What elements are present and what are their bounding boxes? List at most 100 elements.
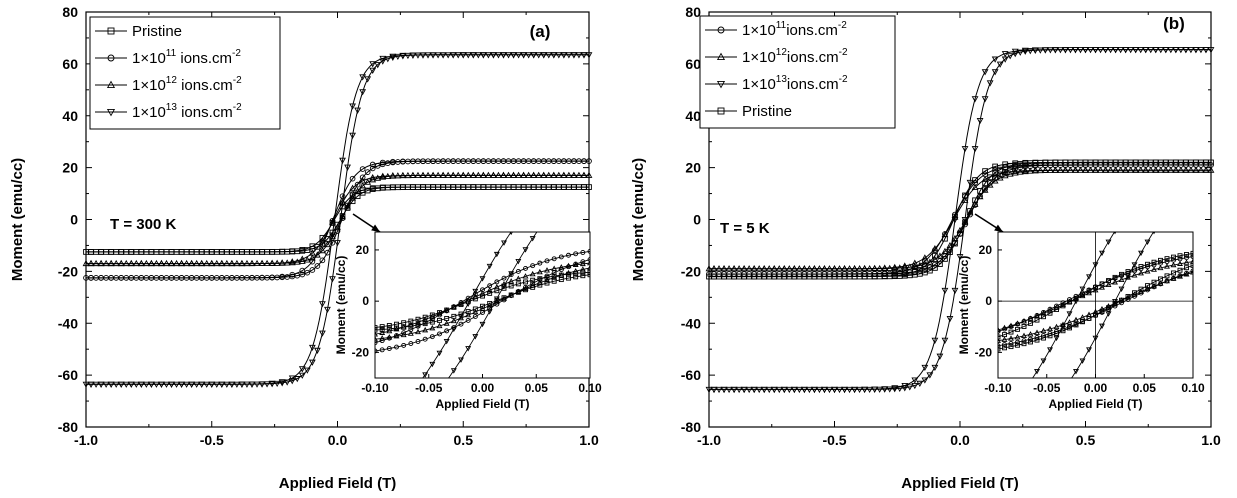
data-point: [273, 380, 281, 388]
data-point: [991, 56, 999, 63]
data-point: [987, 174, 993, 181]
data-point: [384, 172, 392, 180]
data-point: [394, 53, 402, 61]
inset-data-point: [1060, 328, 1066, 334]
data-point: [258, 259, 266, 266]
inset-data-point: [1119, 297, 1124, 303]
inset-data-point: [1184, 265, 1189, 271]
inset-data-point: [423, 405, 427, 409]
data-point: [354, 193, 361, 200]
inset-data-point: [1190, 269, 1193, 275]
inset-line-ascending: [998, 271, 1193, 342]
inset-data-point: [422, 320, 428, 326]
inset-x-tick-label: 0.00: [1084, 381, 1108, 395]
inset-data-point: [379, 329, 386, 335]
inset-data-point: [1151, 282, 1157, 289]
data-point: [710, 265, 718, 272]
data-point: [193, 381, 201, 388]
inset-data-point: [1047, 310, 1053, 316]
data-point: [1107, 166, 1115, 173]
data-point: [238, 381, 246, 388]
inset-data-point: [1053, 323, 1060, 330]
inset-data-point: [996, 419, 1000, 423]
inset-data-point: [1177, 253, 1183, 259]
y-tick-label: 40: [62, 108, 78, 124]
legend: 1×1011ions.cm-2 1×1012ions.cm-2 1×1013ions…: [699, 15, 896, 129]
legend-marker: [716, 52, 726, 60]
data-point: [816, 265, 823, 272]
inset-data-point: [508, 271, 515, 277]
data-point: [932, 265, 938, 271]
data-point: [268, 259, 276, 266]
data-point: [1051, 166, 1059, 173]
data-point: [399, 52, 407, 60]
inset-data-point: [493, 296, 500, 302]
legend-label: Pristine: [132, 23, 182, 40]
inset-data-point: [573, 166, 577, 170]
inset-data-point: [1183, 271, 1190, 277]
data-point: [293, 258, 301, 265]
inset-data-point: [1118, 286, 1125, 292]
inset-data-point: [1190, 268, 1193, 274]
data-point: [319, 247, 326, 254]
y-tick-label: 20: [62, 160, 78, 176]
inset-data-point: [1027, 331, 1034, 337]
data-point: [745, 386, 753, 394]
data-point: [168, 381, 175, 388]
data-point: [344, 203, 351, 210]
data-point: [1132, 47, 1140, 54]
legend-item: Pristine: [705, 103, 792, 120]
inset-data-point: [572, 267, 579, 274]
data-point: [97, 259, 105, 267]
data-point: [961, 146, 969, 153]
data-point: [163, 381, 170, 388]
data-point: [339, 201, 346, 208]
data-point: [1056, 47, 1064, 54]
inset-data-point: [1138, 250, 1144, 257]
inset-data-point: [494, 279, 500, 285]
data-point: [886, 264, 894, 271]
inset-data-point: [515, 281, 521, 287]
inset-data-point: [472, 308, 479, 315]
data-point: [263, 259, 271, 266]
x-axis-label: Applied Field (T): [901, 475, 1019, 492]
inset-data-point: [1092, 308, 1099, 315]
temperature-annotation: T = 5 K: [720, 220, 770, 237]
inset-data-point: [566, 191, 570, 195]
inset-data-point: [515, 275, 522, 281]
data-point: [520, 171, 528, 178]
inset-data-point: [1151, 259, 1157, 265]
data-point: [986, 181, 994, 188]
data-point: [1011, 167, 1019, 174]
data-point: [424, 52, 432, 59]
data-point: [560, 52, 568, 59]
data-point: [127, 259, 135, 267]
inset-x-tick-label: -0.05: [1033, 381, 1061, 395]
inset-data-point: [1022, 430, 1026, 434]
data-point: [976, 118, 984, 125]
data-point: [911, 262, 919, 269]
inset: -0.10 -0.05 0.00 0.05 0.10 -20 0 20 Applied Fiel…: [957, 231, 1205, 446]
data-point: [1177, 166, 1185, 173]
inset-line-descending: [998, 252, 1193, 338]
inset-data-point: [486, 287, 493, 293]
data-point: [780, 386, 788, 394]
inset-data-point: [379, 347, 385, 353]
inset-data-point: [1009, 439, 1013, 443]
legend-item: Pristine: [95, 23, 182, 40]
data-point: [785, 386, 793, 394]
inset-data-point: [1002, 442, 1006, 446]
inset-data-point: [386, 346, 392, 351]
inset-series-3: [422, 166, 577, 409]
data-point: [434, 171, 442, 178]
inset-data-point: [1047, 347, 1053, 353]
data-point: [800, 265, 808, 272]
inset-data-point: [1119, 271, 1124, 277]
data-point: [871, 264, 879, 271]
panel-label: (a): [530, 22, 551, 41]
inset-data-point: [1034, 369, 1040, 375]
inset-data-point: [551, 256, 557, 262]
inset-data-point: [1164, 273, 1170, 279]
inset-data-point: [1092, 335, 1099, 342]
data-point: [173, 381, 180, 388]
